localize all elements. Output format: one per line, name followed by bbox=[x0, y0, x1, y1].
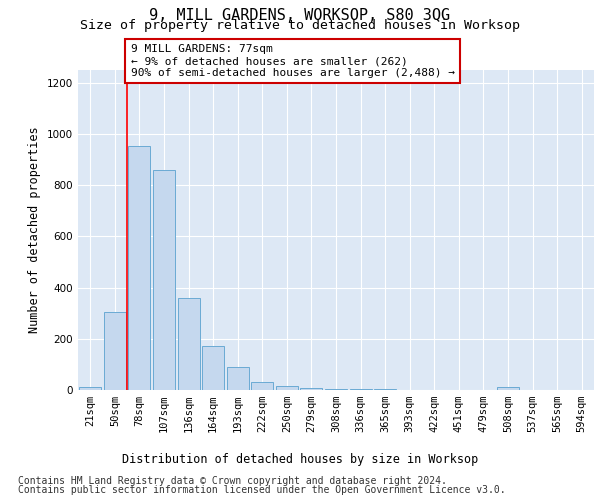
Bar bbox=[301, 388, 322, 390]
Bar bbox=[251, 382, 274, 390]
Text: Distribution of detached houses by size in Worksop: Distribution of detached houses by size … bbox=[122, 452, 478, 466]
Text: 9 MILL GARDENS: 77sqm
← 9% of detached houses are smaller (262)
90% of semi-deta: 9 MILL GARDENS: 77sqm ← 9% of detached h… bbox=[131, 44, 455, 78]
Bar bbox=[104, 312, 126, 390]
Bar bbox=[325, 389, 347, 390]
Bar bbox=[178, 298, 200, 390]
Y-axis label: Number of detached properties: Number of detached properties bbox=[28, 126, 41, 334]
Text: Contains public sector information licensed under the Open Government Licence v3: Contains public sector information licen… bbox=[18, 485, 506, 495]
Bar bbox=[227, 367, 249, 390]
Bar bbox=[497, 388, 519, 390]
Text: 9, MILL GARDENS, WORKSOP, S80 3QG: 9, MILL GARDENS, WORKSOP, S80 3QG bbox=[149, 8, 451, 22]
Bar bbox=[153, 170, 175, 390]
Text: Contains HM Land Registry data © Crown copyright and database right 2024.: Contains HM Land Registry data © Crown c… bbox=[18, 476, 447, 486]
Bar bbox=[350, 389, 371, 390]
Bar bbox=[276, 386, 298, 390]
Bar bbox=[128, 146, 151, 390]
Bar bbox=[79, 388, 101, 390]
Bar bbox=[202, 346, 224, 390]
Bar bbox=[374, 389, 396, 390]
Text: Size of property relative to detached houses in Worksop: Size of property relative to detached ho… bbox=[80, 19, 520, 32]
